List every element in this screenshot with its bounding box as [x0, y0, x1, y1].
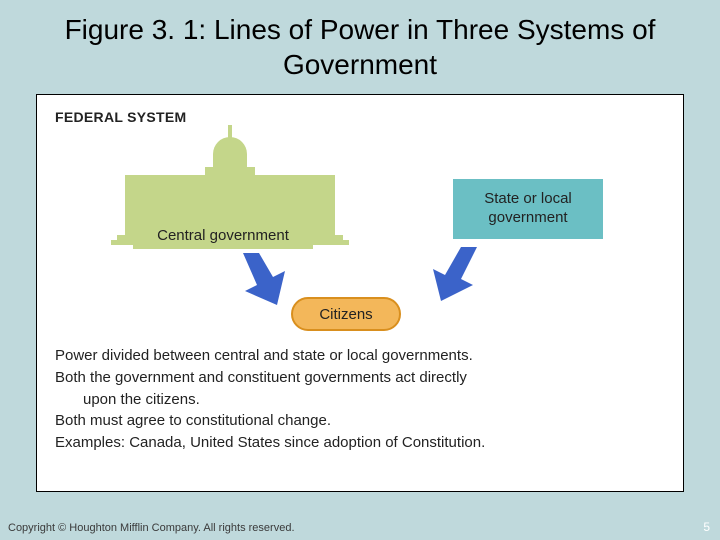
bullet-line: Examples: Canada, United States since ad…	[55, 432, 665, 454]
copyright-text: Copyright © Houghton Mifflin Company. Al…	[8, 522, 295, 534]
bullet-line-indent: upon the citizens.	[55, 389, 665, 411]
capitol-dome	[213, 137, 247, 171]
slide: Figure 3. 1: Lines of Power in Three Sys…	[0, 0, 720, 540]
capitol-wings	[125, 175, 335, 215]
figure-title: Figure 3. 1: Lines of Power in Three Sys…	[0, 0, 720, 90]
system-label: FEDERAL SYSTEM	[55, 109, 665, 125]
bullet-line: Both the government and constituent gove…	[55, 367, 665, 389]
description-text: Power divided between central and state …	[55, 345, 665, 454]
page-number: 5	[703, 520, 710, 534]
federal-diagram: Central government State or local govern…	[55, 129, 665, 339]
state-government-node: State or local government	[453, 179, 603, 239]
citizens-node: Citizens	[291, 297, 401, 331]
central-government-label: Central government	[133, 221, 313, 249]
diagram-panel: FEDERAL SYSTEM Central government State …	[36, 94, 684, 492]
arrow-central-to-citizens	[225, 249, 305, 309]
bullet-line: Both must agree to constitutional change…	[55, 410, 665, 432]
arrow-state-to-citizens	[415, 241, 495, 307]
bullet-line: Power divided between central and state …	[55, 345, 665, 367]
